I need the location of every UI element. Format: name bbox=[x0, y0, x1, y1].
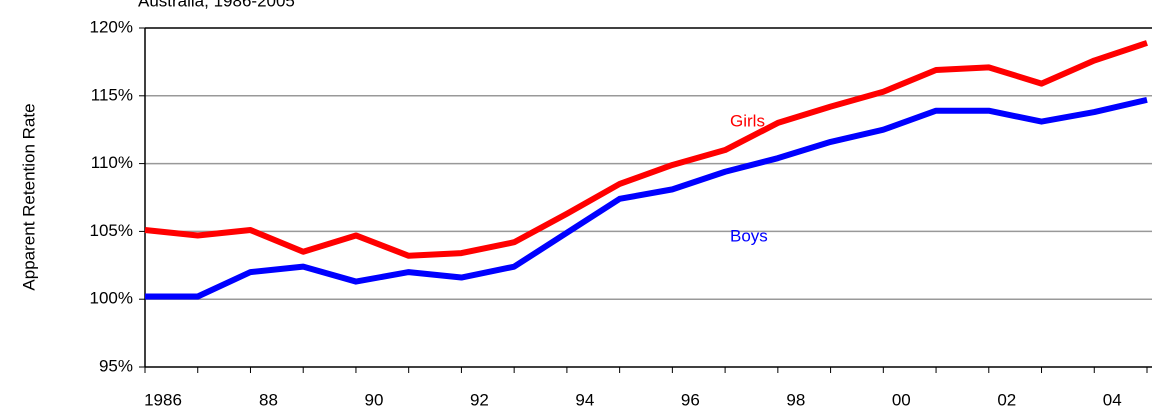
y-tick-label: 105% bbox=[90, 221, 133, 240]
x-tick-label: 00 bbox=[892, 390, 911, 409]
x-tick-label: 90 bbox=[364, 390, 383, 409]
y-tick-label: 115% bbox=[91, 85, 133, 104]
y-axis-label: Apparent Retention Rate bbox=[19, 103, 38, 290]
x-tick-label: 88 bbox=[259, 390, 278, 409]
x-tick-label: 1986 bbox=[144, 390, 182, 409]
x-tick-label: 98 bbox=[786, 390, 805, 409]
series-label: Girls bbox=[730, 111, 765, 130]
x-tick-label: 96 bbox=[681, 390, 700, 409]
y-tick-label: 100% bbox=[90, 289, 133, 308]
x-tick-label: 02 bbox=[997, 390, 1016, 409]
x-tick-label: 04 bbox=[1103, 390, 1122, 409]
series-line bbox=[145, 96, 1148, 300]
chart-subtitle: Australia, 1986-2005 bbox=[138, 0, 295, 10]
x-tick-label: 92 bbox=[470, 390, 489, 409]
series-line bbox=[144, 40, 1148, 259]
y-tick-label: 95% bbox=[99, 356, 133, 375]
series-label: Boys bbox=[730, 226, 768, 245]
x-tick-label: 94 bbox=[575, 390, 594, 409]
y-tick-label: 110% bbox=[91, 153, 133, 172]
y-tick-label: 120% bbox=[90, 17, 133, 36]
